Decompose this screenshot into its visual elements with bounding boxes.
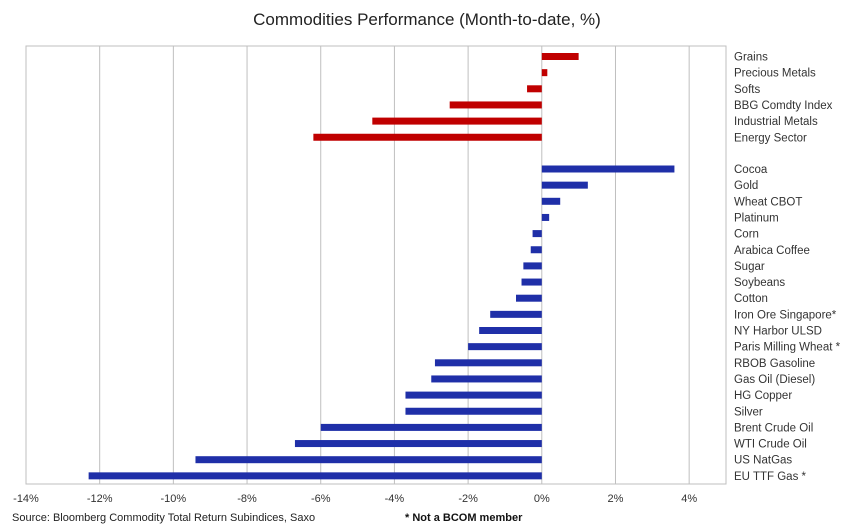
bar-corn bbox=[532, 230, 542, 238]
bar-wti-crude-oil bbox=[294, 440, 542, 448]
x-tick-label: -4% bbox=[385, 493, 405, 505]
bar-wheat-cbot bbox=[541, 197, 561, 205]
x-tick-label: -10% bbox=[161, 493, 187, 505]
category-label: Precious Metals bbox=[734, 68, 816, 80]
not-bcom-member-note: * Not a BCOM member bbox=[405, 512, 523, 524]
bars bbox=[88, 53, 675, 480]
bar-ny-harbor-ulsd bbox=[479, 327, 542, 334]
category-label: HG Copper bbox=[734, 390, 792, 402]
plot-frame bbox=[25, 45, 727, 485]
bar-softs bbox=[527, 85, 542, 93]
category-labels: Grains Precious Metals Softs BBG Comdty Ind… bbox=[734, 52, 841, 483]
category-label: Cocoa bbox=[734, 164, 768, 176]
category-label: Cotton bbox=[734, 293, 768, 305]
bar-brent-crude-oil bbox=[320, 423, 542, 431]
bar-us-natgas bbox=[195, 456, 542, 464]
category-label: Softs bbox=[734, 84, 760, 96]
category-label: Gas Oil (Diesel) bbox=[734, 374, 815, 386]
bar-gas-oil-diesel bbox=[431, 375, 542, 383]
bar-silver bbox=[405, 407, 542, 415]
x-tick-label: 0% bbox=[534, 493, 550, 505]
category-label: Silver bbox=[734, 406, 763, 418]
bar-iron-ore-singapore bbox=[490, 310, 542, 318]
bar-cotton bbox=[516, 294, 542, 302]
category-label: Grains bbox=[734, 52, 768, 64]
x-tick-label: -2% bbox=[458, 493, 478, 505]
bar-industrial-metals bbox=[372, 117, 542, 125]
category-label: Iron Ore Singapore* bbox=[734, 309, 837, 321]
x-tick-label: -14% bbox=[13, 493, 39, 505]
category-label: US NatGas bbox=[734, 455, 792, 467]
category-label: Platinum bbox=[734, 212, 779, 224]
bar-precious-metals bbox=[541, 69, 548, 77]
grid-lines bbox=[25, 46, 690, 484]
category-label: WTI Crude Oil bbox=[734, 439, 807, 451]
category-label: BBG Comdty Index bbox=[734, 100, 833, 112]
bar-energy-sector bbox=[313, 133, 542, 141]
category-label: Brent Crude Oil bbox=[734, 422, 813, 434]
x-tick-label: -8% bbox=[237, 493, 257, 505]
category-label: Wheat CBOT bbox=[734, 196, 802, 208]
source-note: Source: Bloomberg Commodity Total Return… bbox=[12, 512, 315, 524]
bar-gold bbox=[541, 181, 588, 189]
x-tick-label: -6% bbox=[311, 493, 331, 505]
bar-soybeans bbox=[521, 278, 542, 286]
category-label: Sugar bbox=[734, 261, 765, 273]
category-label: Industrial Metals bbox=[734, 116, 818, 128]
x-axis-ticks: -14% -12% -10% -8% -6% -4% -2% 0% 2% 4% bbox=[13, 493, 697, 505]
bar-eu-ttf-gas bbox=[88, 472, 542, 480]
category-label: Corn bbox=[734, 229, 759, 241]
category-label: Arabica Coffee bbox=[734, 245, 810, 257]
bar-arabica-coffee bbox=[530, 246, 542, 254]
bar-hg-copper bbox=[405, 391, 542, 399]
bar-bbg-comdty-index bbox=[449, 101, 542, 109]
bar-paris-milling-wheat bbox=[468, 343, 542, 351]
x-tick-label: 2% bbox=[608, 493, 624, 505]
category-label: NY Harbor ULSD bbox=[734, 326, 822, 338]
bar-cocoa bbox=[541, 165, 675, 173]
bar-platinum bbox=[541, 213, 550, 221]
bar-rbob-gasoline bbox=[434, 359, 542, 367]
category-label: Energy Sector bbox=[734, 132, 807, 144]
x-tick-label: -12% bbox=[87, 493, 113, 505]
bar-grains bbox=[541, 53, 579, 60]
x-tick-label: 4% bbox=[681, 493, 697, 505]
category-label: Soybeans bbox=[734, 277, 785, 289]
bar-sugar bbox=[523, 262, 542, 270]
chart-title: Commodities Performance (Month-to-date, … bbox=[253, 10, 601, 29]
category-label: Gold bbox=[734, 180, 758, 192]
category-label: Paris Milling Wheat * bbox=[734, 342, 841, 354]
category-label: RBOB Gasoline bbox=[734, 358, 815, 370]
category-label: EU TTF Gas * bbox=[734, 471, 807, 483]
